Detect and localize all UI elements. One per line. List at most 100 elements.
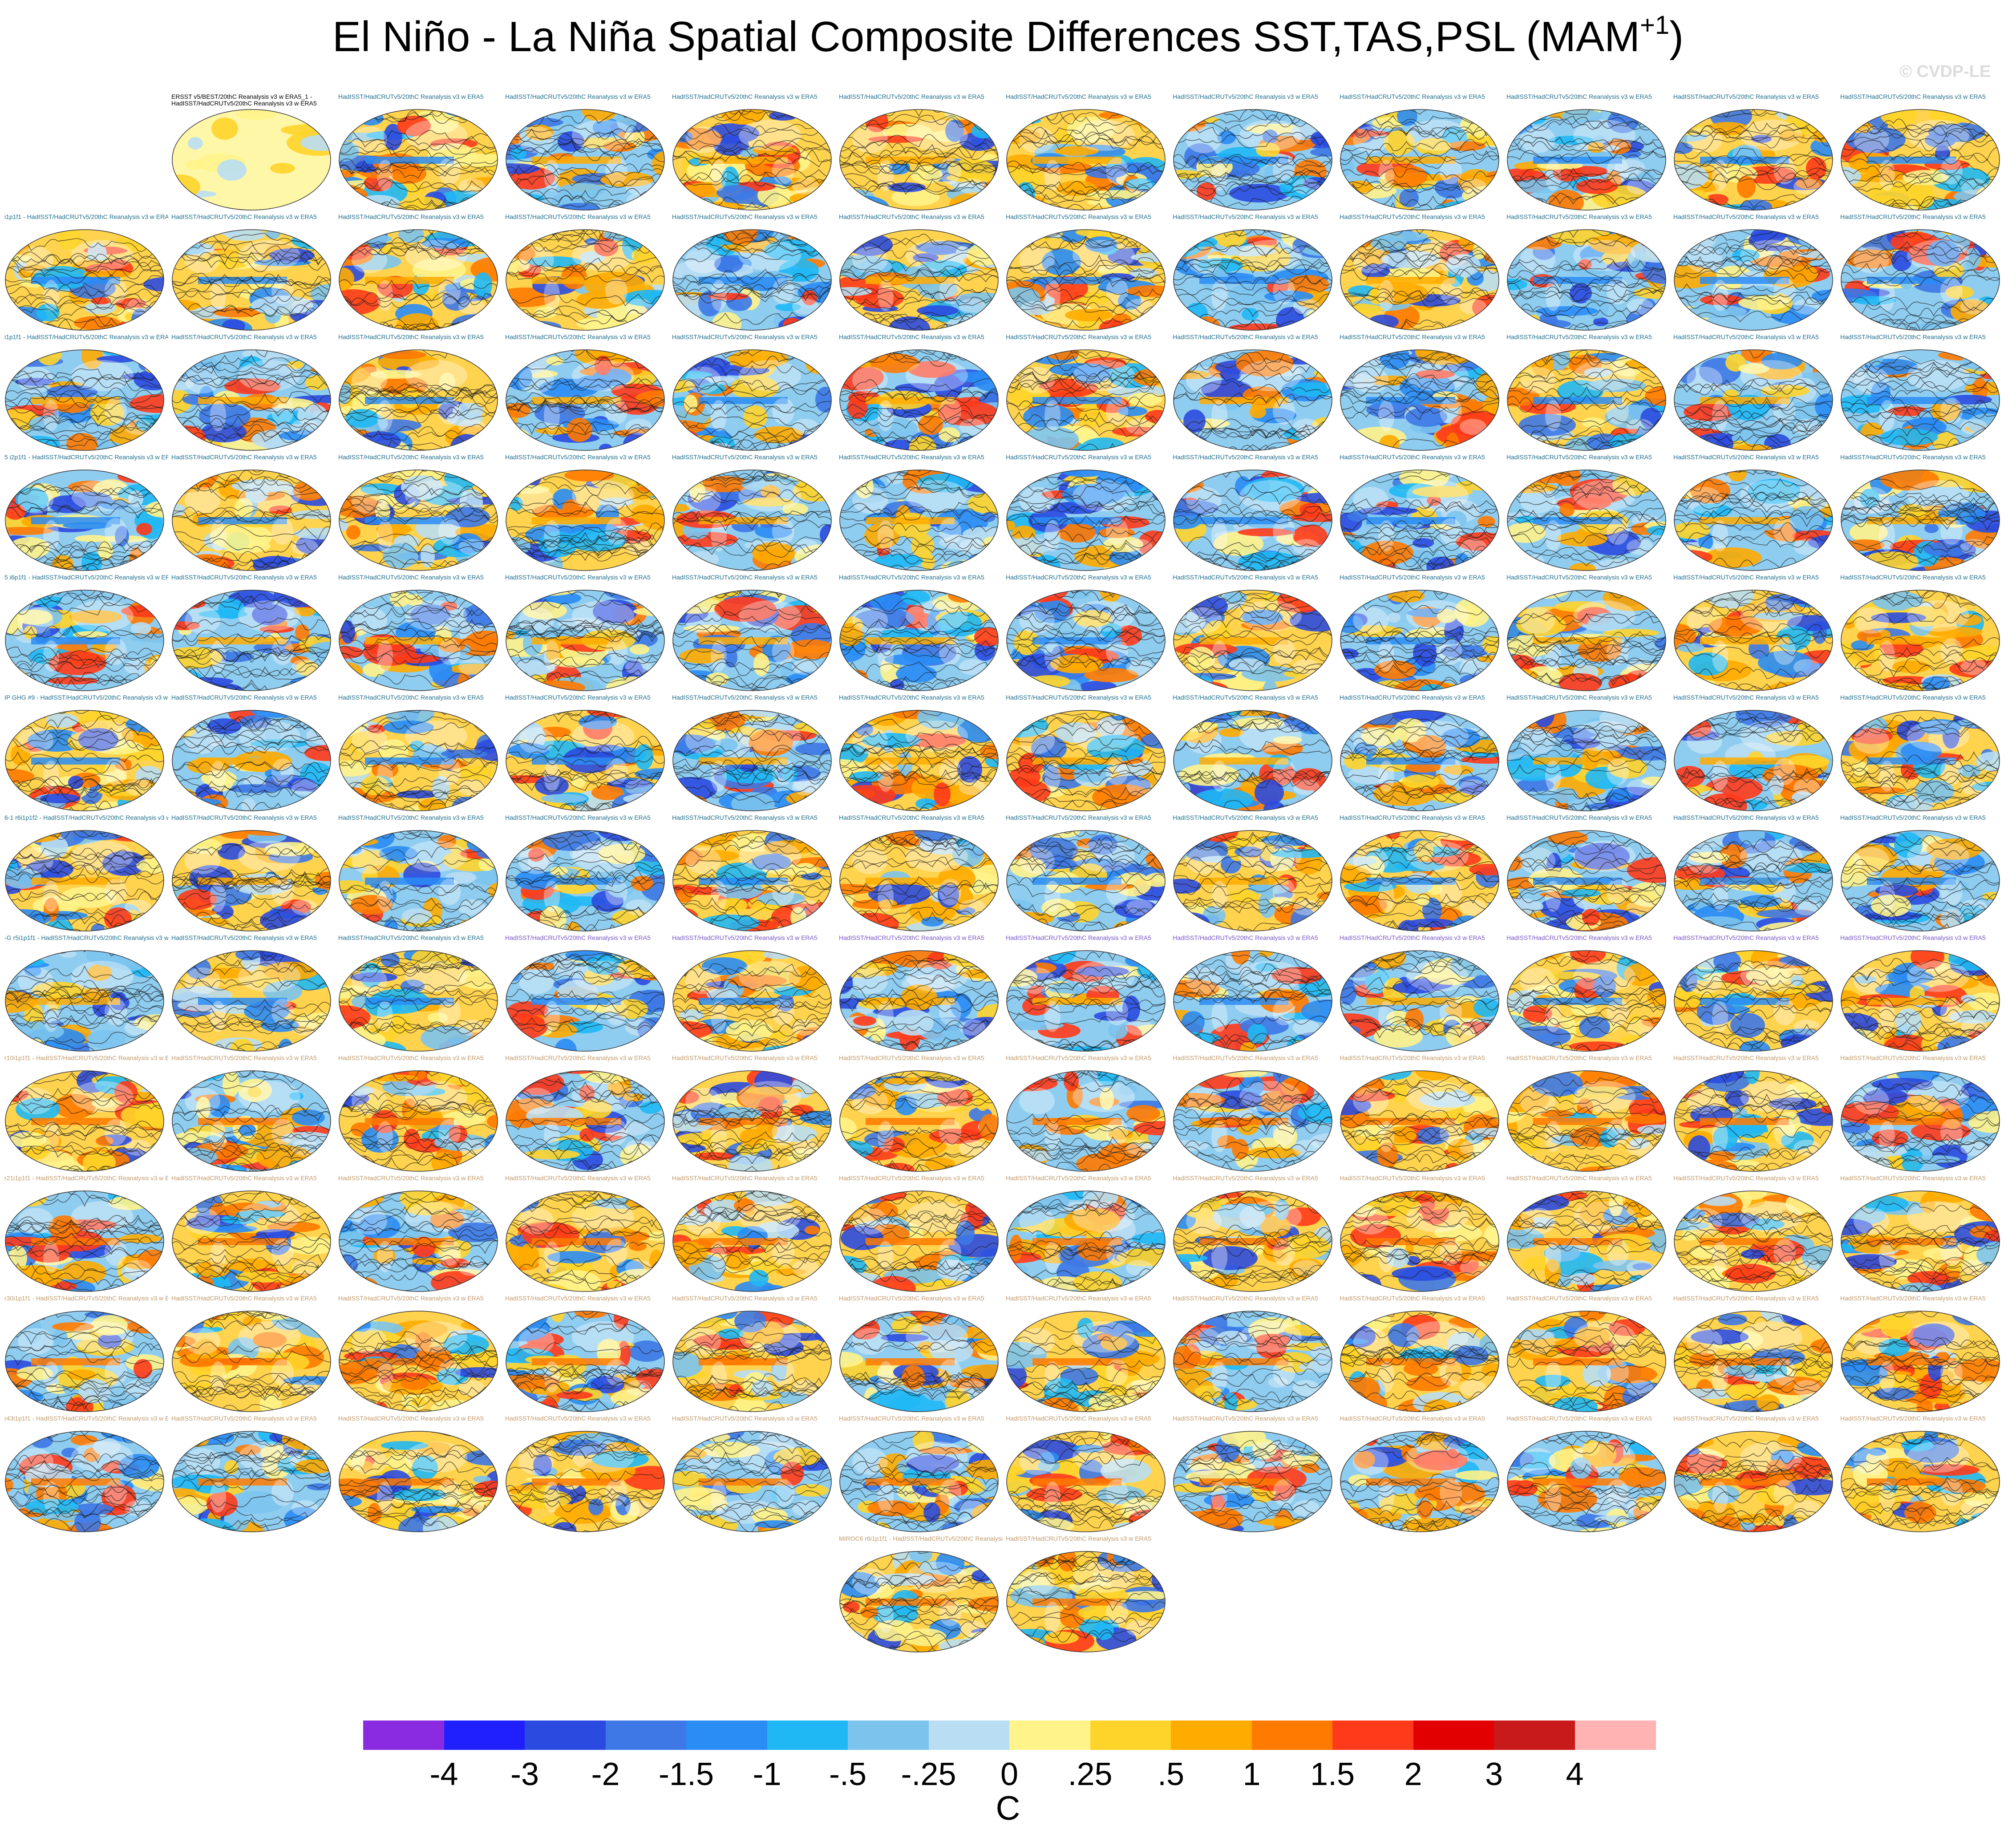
panel-label: HadISST/HadCRUTv5/20thC Reanalysis v3 w …	[1673, 814, 1819, 821]
world-map	[1674, 109, 1833, 211]
map-panel: HadISST/HadCRUTv5/20thC Reanalysis v3 w …	[505, 694, 669, 814]
world-map	[839, 1070, 999, 1172]
map-panel: HadISST/HadCRUTv5/20thC Reanalysis v3 w …	[1840, 334, 2004, 454]
map-panel: HadISST/HadCRUTv5/20thC Reanalysis v3 w …	[1006, 214, 1170, 334]
world-map	[1173, 1431, 1332, 1532]
panel-label: HadISST/HadCRUTv5/20thC Reanalysis v3 w …	[672, 1295, 818, 1302]
world-map	[1674, 950, 1833, 1052]
map-panel: HadISST/HadCRUTv5/20thC Reanalysis v3 w …	[672, 334, 836, 454]
map-panel: HadISST/HadCRUTv5/20thC Reanalysis v3 w …	[839, 454, 1003, 574]
panel-label: HadISST/HadCRUTv5/20thC Reanalysis v3 w …	[1673, 935, 1819, 941]
world-map	[1674, 1431, 1833, 1532]
panel-label: HadISST/HadCRUTv5/20thC Reanalysis v3 w …	[171, 574, 317, 581]
world-map	[672, 710, 832, 811]
map-panel: HadISST/HadCRUTv5/20thC Reanalysis v3 w …	[171, 1415, 335, 1535]
map-panel: HadISST/HadCRUTv5/20thC Reanalysis v3 w …	[839, 334, 1003, 454]
panel-label: HadISST/HadCRUTv5/20thC Reanalysis v3 w …	[672, 574, 818, 581]
panel-label: HadISST/HadCRUTv5/20thC Reanalysis v3 w …	[338, 334, 484, 340]
panel-label: IP GHG #9 - HadISST/HadCRUTv5/20thC Rean…	[4, 694, 168, 701]
panel-grid: ERSST v5/BEST/20thC Reanalysis v3 w ERA5…	[4, 93, 2004, 1652]
world-map	[5, 950, 164, 1052]
colorbar-tick-label: 1	[1243, 1757, 1261, 1792]
panel-label: HadISST/HadCRUTv5/20thC Reanalysis v3 w …	[839, 814, 984, 821]
world-map	[839, 830, 999, 931]
map-panel: HadISST/HadCRUTv5/20thC Reanalysis v3 w …	[1506, 935, 1670, 1055]
world-map	[506, 950, 665, 1052]
panel-label: HadISST/HadCRUTv5/20thC Reanalysis v3 w …	[1840, 1415, 1986, 1422]
map-panel: HadISST/HadCRUTv5/20thC Reanalysis v3 w …	[839, 1415, 1003, 1535]
world-map	[1340, 830, 1499, 931]
map-panel: HadISST/HadCRUTv5/20thC Reanalysis v3 w …	[839, 1055, 1003, 1175]
map-panel: r30i1p1f1 - HadISST/HadCRUTv5/20thC Rean…	[4, 1295, 168, 1415]
colorbar-swatch	[1575, 1721, 1656, 1750]
map-panel: HadISST/HadCRUTv5/20thC Reanalysis v3 w …	[338, 1415, 502, 1535]
world-map	[1674, 229, 1833, 331]
world-map	[1507, 590, 1666, 691]
world-map	[672, 950, 832, 1052]
panel-label: HadISST/HadCRUTv5/20thC Reanalysis v3 w …	[1506, 935, 1652, 941]
map-panel: HadISST/HadCRUTv5/20thC Reanalysis v3 w …	[1340, 1415, 1503, 1535]
map-panel: HadISST/HadCRUTv5/20thC Reanalysis v3 w …	[1673, 454, 1837, 574]
panel-label: HadISST/HadCRUTv5/20thC Reanalysis v3 w …	[1340, 93, 1485, 100]
world-map	[1173, 1190, 1332, 1292]
world-map	[5, 590, 164, 691]
panel-label: HadISST/HadCRUTv5/20thC Reanalysis v3 w …	[1173, 1175, 1318, 1182]
panel-label: HadISST/HadCRUTv5/20thC Reanalysis v3 w …	[505, 935, 651, 941]
map-panel: HadISST/HadCRUTv5/20thC Reanalysis v3 w …	[1173, 1415, 1336, 1535]
map-panel: HadISST/HadCRUTv5/20thC Reanalysis v3 w …	[1673, 93, 1837, 214]
world-map	[1507, 349, 1666, 451]
panel-label: HadISST/HadCRUTv5/20thC Reanalysis v3 w …	[338, 454, 484, 461]
page-title: El Niño - La Niña Spatial Composite Diff…	[0, 11, 2016, 61]
map-panel: HadISST/HadCRUTv5/20thC Reanalysis v3 w …	[1840, 1175, 2004, 1295]
map-panel: HadISST/HadCRUTv5/20thC Reanalysis v3 w …	[1506, 1415, 1670, 1535]
map-panel: HadISST/HadCRUTv5/20thC Reanalysis v3 w …	[1173, 334, 1336, 454]
world-map	[1006, 1070, 1166, 1172]
panel-label: r21i1p1f1 - HadISST/HadCRUTv5/20thC Rean…	[4, 1175, 168, 1182]
map-panel: HadISST/HadCRUTv5/20thC Reanalysis v3 w …	[171, 814, 335, 935]
panel-label: HadISST/HadCRUTv5/20thC Reanalysis v3 w …	[672, 214, 818, 220]
world-map	[672, 1311, 832, 1412]
world-map	[1507, 109, 1666, 211]
map-panel: HadISST/HadCRUTv5/20thC Reanalysis v3 w …	[1673, 814, 1837, 935]
colorbar-tick-label: -1.5	[658, 1757, 714, 1792]
colorbar-swatch	[1332, 1721, 1413, 1750]
map-panel: HadISST/HadCRUTv5/20thC Reanalysis v3 w …	[338, 454, 502, 574]
world-map	[1841, 590, 2000, 691]
panel-label: HadISST/HadCRUTv5/20thC Reanalysis v3 w …	[1673, 1295, 1819, 1302]
panel-label: -G r5i1p1f1 - HadISST/HadCRUTv5/20thC Re…	[4, 935, 168, 941]
world-map	[1507, 1070, 1666, 1172]
panel-label: HadISST/HadCRUTv5/20thC Reanalysis v3 w …	[171, 1055, 317, 1061]
world-map	[339, 950, 498, 1052]
title-superscript: +1	[1640, 11, 1670, 40]
world-map	[506, 109, 665, 211]
map-panel: HadISST/HadCRUTv5/20thC Reanalysis v3 w …	[505, 814, 669, 935]
panel-label: HadISST/HadCRUTv5/20thC Reanalysis v3 w …	[1173, 93, 1318, 100]
map-panel: HadISST/HadCRUTv5/20thC Reanalysis v3 w …	[1840, 814, 2004, 935]
colorbar-swatch	[1171, 1721, 1252, 1750]
world-map	[839, 1311, 999, 1412]
panel-label: HadISST/HadCRUTv5/20thC Reanalysis v3 w …	[672, 454, 818, 461]
map-panel: HadISST/HadCRUTv5/20thC Reanalysis v3 w …	[1340, 214, 1503, 334]
panel-label: HadISST/HadCRUTv5/20thC Reanalysis v3 w …	[1006, 814, 1151, 821]
world-map	[339, 830, 498, 931]
map-panel: HadISST/HadCRUTv5/20thC Reanalysis v3 w …	[171, 574, 335, 694]
panel-label: HadISST/HadCRUTv5/20thC Reanalysis v3 w …	[338, 935, 484, 941]
world-map	[506, 830, 665, 931]
panel-label: HadISST/HadCRUTv5/20thC Reanalysis v3 w …	[1340, 214, 1485, 220]
map-panel: HadISST/HadCRUTv5/20thC Reanalysis v3 w …	[839, 1175, 1003, 1295]
world-map	[1173, 590, 1332, 691]
world-map	[5, 1190, 164, 1292]
map-panel: HadISST/HadCRUTv5/20thC Reanalysis v3 w …	[1673, 334, 1837, 454]
world-map	[1507, 830, 1666, 931]
panel-label: HadISST/HadCRUTv5/20thC Reanalysis v3 w …	[505, 814, 651, 821]
world-map	[672, 1070, 832, 1172]
panel-label: HadISST/HadCRUTv5/20thC Reanalysis v3 w …	[338, 574, 484, 581]
world-map	[339, 1431, 498, 1532]
panel-label: HadISST/HadCRUTv5/20thC Reanalysis v3 w …	[672, 334, 818, 340]
panel-label: HadISST/HadCRUTv5/20thC Reanalysis v3 w …	[1340, 1055, 1485, 1061]
world-map	[1006, 710, 1166, 811]
panel-label: HadISST/HadCRUTv5/20thC Reanalysis v3 w …	[1673, 334, 1819, 340]
world-map	[1841, 1431, 2000, 1532]
world-map	[839, 229, 999, 331]
panel-label: HadISST/HadCRUTv5/20thC Reanalysis v3 w …	[1840, 1055, 1986, 1061]
